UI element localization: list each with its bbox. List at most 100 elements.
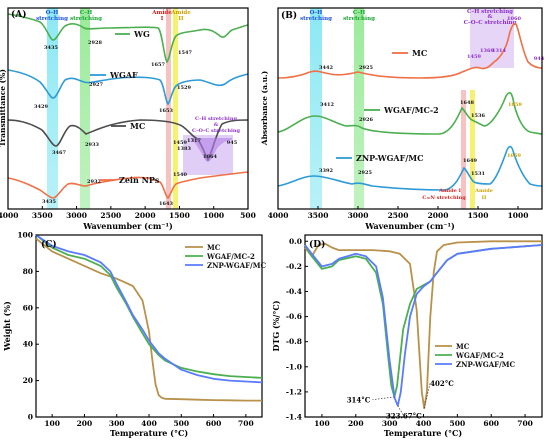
ann-b-4: 1314 (492, 48, 506, 54)
ann-b-10: 1536 (471, 113, 485, 119)
ylabel-a: Transmittance (%) (0, 69, 7, 147)
series-d-1 (304, 244, 543, 398)
ylabel-d: DTG (%/°C) (271, 300, 281, 351)
ann-b-14: 1649 (463, 158, 477, 164)
spectrum-zein (7, 171, 249, 200)
panel-label-c: (C) (41, 239, 57, 250)
ann-d-leader-1 (397, 405, 405, 416)
ann-a-15: C–H stretching (195, 116, 237, 122)
x-tick-label-a-3: 2500 (100, 211, 121, 220)
ann-a-9: 2933 (85, 142, 99, 148)
coc-label3-b: C–O–C stretching (464, 20, 517, 26)
amide1-title2-b: C=N stretching (422, 195, 466, 201)
ann-a-14: 945 (227, 140, 238, 146)
y-tick-label-d-5: -1.0 (286, 362, 302, 371)
amide2-label-a: Amide (170, 10, 191, 16)
legend-label-d-2: ZNP-WGAF/MC (456, 360, 515, 369)
x-tick-label-c-4: 500 (173, 419, 189, 428)
ann-b-2: 1459 (467, 54, 481, 60)
legend-label-d-1: WGAF/MC-2 (455, 351, 504, 360)
xlabel-d: Temperature (°C) (384, 428, 462, 438)
oh-label2-b: stretching (300, 16, 332, 22)
ann-b-1: 2925 (359, 65, 373, 71)
plot-d (304, 240, 543, 410)
legend-label-wgaf: WGAF (109, 70, 138, 80)
x-ticks-a: 4000 3500 3000 2500 2000 1500 1000 500 (0, 206, 256, 220)
ann-b-7: 3412 (320, 102, 334, 108)
ylabel-b: Absorbance (a.u.) (260, 71, 269, 146)
series-c-0 (35, 237, 262, 402)
legend-label-c-1: WGAF/MC-2 (206, 252, 255, 261)
amide1-label2-a: I (161, 16, 164, 22)
x-tick-label-a-1: 3500 (32, 211, 53, 220)
ann-a-18: 3435 (42, 199, 56, 205)
y-tick-label-c-1: 20 (23, 376, 33, 385)
x-tick-label-b-6: 1000 (508, 211, 529, 220)
panel-label-d: (D) (309, 239, 325, 250)
y-tick-label-d-7: -1.4 (286, 413, 302, 422)
y-tick-label-c-0: 0 (28, 413, 33, 422)
legend-label-znp-b: ZNP-WGAF/MC (356, 153, 423, 163)
band-coc-b (470, 8, 514, 68)
ann-b-0: 3442 (319, 65, 333, 71)
band-amide1-b (461, 90, 466, 209)
x-tick-label-d-5: 600 (483, 419, 499, 428)
amide2-title-b: Amide (474, 188, 493, 194)
annotations-a: 3435 2928 1657 1547 3429 2927 1653 1529 … (34, 40, 240, 207)
band-ch-b (354, 8, 364, 209)
ann-d-0: 314°C (347, 396, 371, 405)
ann-a-6: 1653 (159, 108, 173, 114)
ann-d-leader-2 (423, 382, 431, 409)
y-tick-label-c-5: 100 (17, 231, 33, 240)
coc-curve-a (190, 138, 232, 162)
ann-a-13: 1064 (203, 154, 217, 160)
ch-label2-a: stretching (70, 16, 102, 22)
ch-label2-b: stretching (343, 16, 375, 22)
ann-a-3: 1547 (178, 50, 192, 56)
x-tick-label-b-1: 3500 (308, 211, 329, 220)
spectrum-mc-b (277, 22, 543, 79)
ann-a-1: 2928 (88, 40, 102, 46)
panel-c: 100 200 300 400 500 600 700 0 20 40 60 80 100 (C) Te… (2, 231, 266, 439)
panel-label-b: (B) (281, 10, 297, 21)
legend-a: WG WGAF MC Zein NPs (90, 29, 160, 185)
ann-a-19: 2932 (87, 179, 101, 185)
ylabel-c: Weight (%) (2, 301, 12, 352)
ann-b-16: 1059 (507, 153, 521, 159)
ann-a-11: 1383 (177, 146, 191, 152)
x-tick-label-a-5: 1500 (169, 211, 190, 220)
legend-label-mc-a: MC (130, 121, 145, 131)
legend-label-c-2: ZNP-WGAF/MC (207, 261, 266, 270)
y-tick-label-d-2: -0.4 (286, 287, 302, 296)
x-tick-label-d-4: 500 (450, 419, 466, 428)
amide2-label2-a: II (178, 16, 184, 22)
frame-b (277, 7, 543, 210)
x-tick-label-a-4: 2000 (135, 211, 156, 220)
ann-b-12: 3392 (319, 168, 333, 174)
ann-d-1: 323.67°C (386, 412, 422, 421)
x-tick-label-b-4: 2000 (428, 211, 449, 220)
ann-b-3: 1369 (480, 48, 494, 54)
ann-a-17: C–O–C stretching (192, 128, 241, 134)
y-tick-label-d-3: -0.6 (286, 312, 302, 321)
band-ch-a (80, 8, 90, 209)
ann-a-10: 1459 (173, 140, 187, 146)
band-amide2-b (470, 90, 475, 209)
ann-d-2: 402°C (430, 379, 454, 388)
xlabel-a: Wavenumber (cm⁻¹) (82, 221, 173, 231)
x-tick-label-d-1: 200 (348, 419, 364, 428)
series-c-1 (35, 234, 263, 379)
ann-a-8: 3467 (52, 150, 66, 156)
spectrum-wgafmc-b (277, 91, 543, 135)
ann-b-9: 1648 (460, 100, 474, 106)
y-tick-label-d-6: -1.2 (286, 387, 302, 396)
legend-label-c-0: MC (207, 243, 221, 252)
frame-d (304, 234, 543, 418)
band-amide2-a (173, 8, 178, 209)
axes-c: 100 200 300 400 500 600 700 0 20 40 60 80 100 (17, 231, 253, 429)
legend-label-zein: Zein NPs (119, 175, 160, 185)
x-tick-label-c-0: 100 (44, 419, 60, 428)
